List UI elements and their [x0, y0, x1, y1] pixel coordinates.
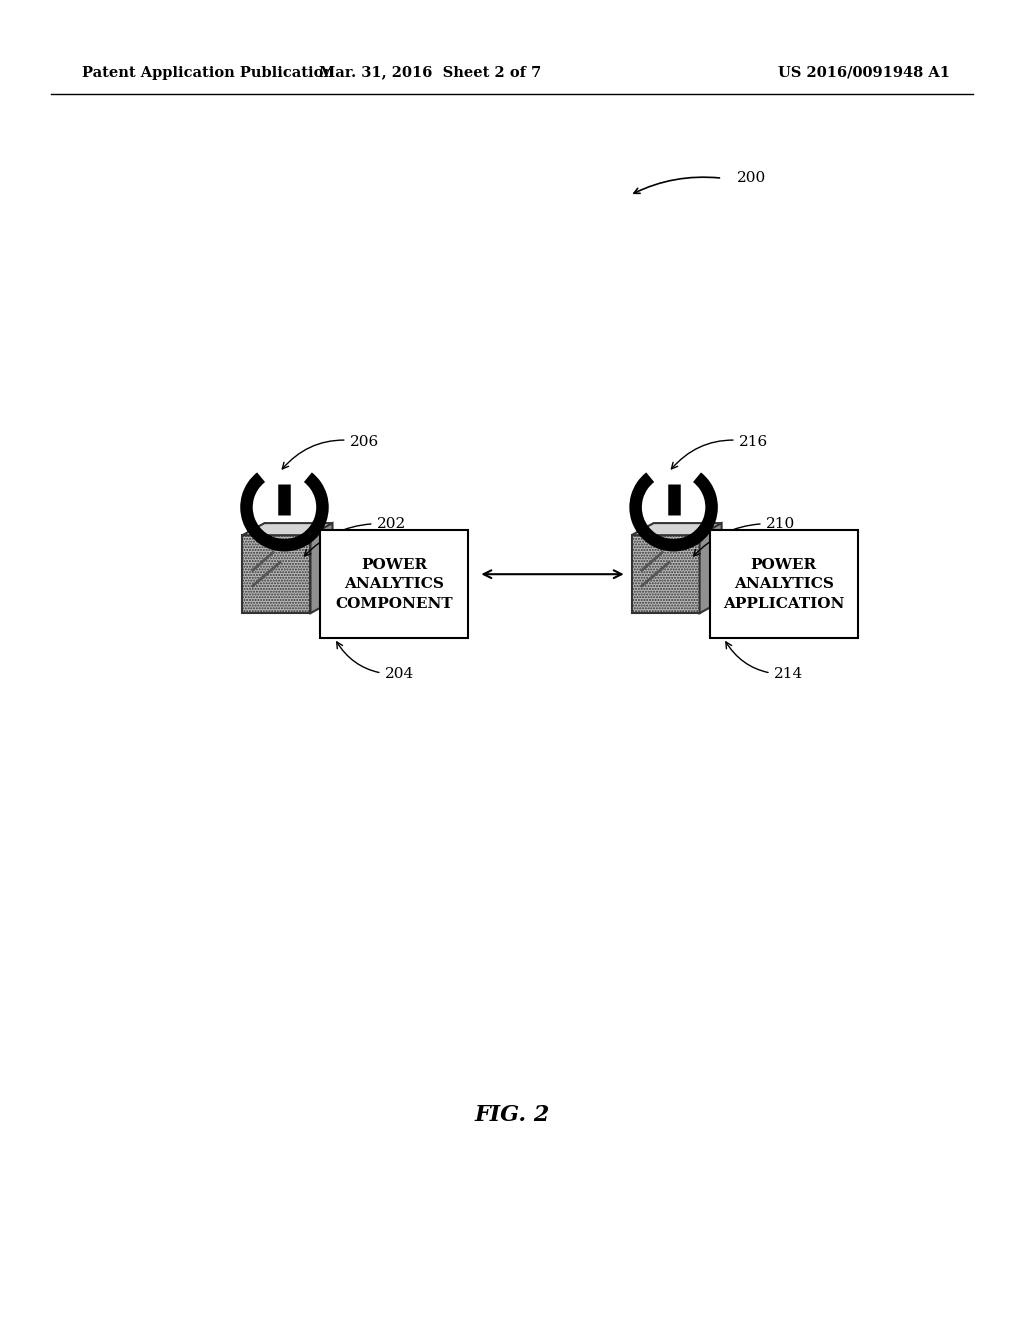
Polygon shape — [243, 535, 310, 614]
Text: POWER
ANALYTICS
COMPONENT: POWER ANALYTICS COMPONENT — [336, 557, 454, 611]
Polygon shape — [699, 523, 722, 614]
Polygon shape — [243, 523, 333, 535]
Text: 206: 206 — [283, 436, 379, 469]
Text: POWER
ANALYTICS
APPLICATION: POWER ANALYTICS APPLICATION — [723, 557, 844, 611]
Text: 200: 200 — [737, 172, 767, 185]
Text: 204: 204 — [337, 642, 414, 681]
Text: Mar. 31, 2016  Sheet 2 of 7: Mar. 31, 2016 Sheet 2 of 7 — [318, 66, 542, 79]
Text: US 2016/0091948 A1: US 2016/0091948 A1 — [778, 66, 950, 79]
Polygon shape — [632, 535, 699, 614]
Text: 214: 214 — [726, 642, 803, 681]
Text: 202: 202 — [304, 517, 406, 556]
Text: Patent Application Publication: Patent Application Publication — [82, 66, 334, 79]
Bar — [321, 531, 469, 638]
Bar — [710, 531, 858, 638]
Text: 210: 210 — [693, 517, 795, 556]
Text: 216: 216 — [672, 436, 768, 469]
Text: FIG. 2: FIG. 2 — [474, 1105, 550, 1126]
Polygon shape — [310, 523, 333, 614]
Polygon shape — [632, 523, 722, 535]
